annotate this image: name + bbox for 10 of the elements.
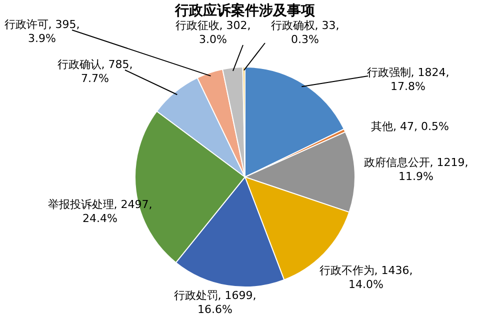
chart-title: 行政应诉案件涉及事项 — [174, 2, 316, 19]
slice-label: 行政不作为, 1436, 14.0% — [319, 264, 413, 291]
slice-label: 行政确权, 33, 0.3% — [270, 19, 340, 46]
slice-label: 政府信息公开, 1219, 11.9% — [364, 156, 468, 183]
slice-label: 行政确认, 785, 7.7% — [57, 58, 133, 85]
slice-label: 行政处罚, 1699, 16.6% — [174, 289, 256, 316]
slice-label: 行政强制, 1824, 17.8% — [366, 66, 450, 93]
slice-label: 其他, 47, 0.5% — [371, 120, 449, 133]
slice-label: 行政许可, 395, 3.9% — [4, 18, 80, 45]
slice-label: 行政征收, 302, 3.0% — [175, 19, 251, 46]
